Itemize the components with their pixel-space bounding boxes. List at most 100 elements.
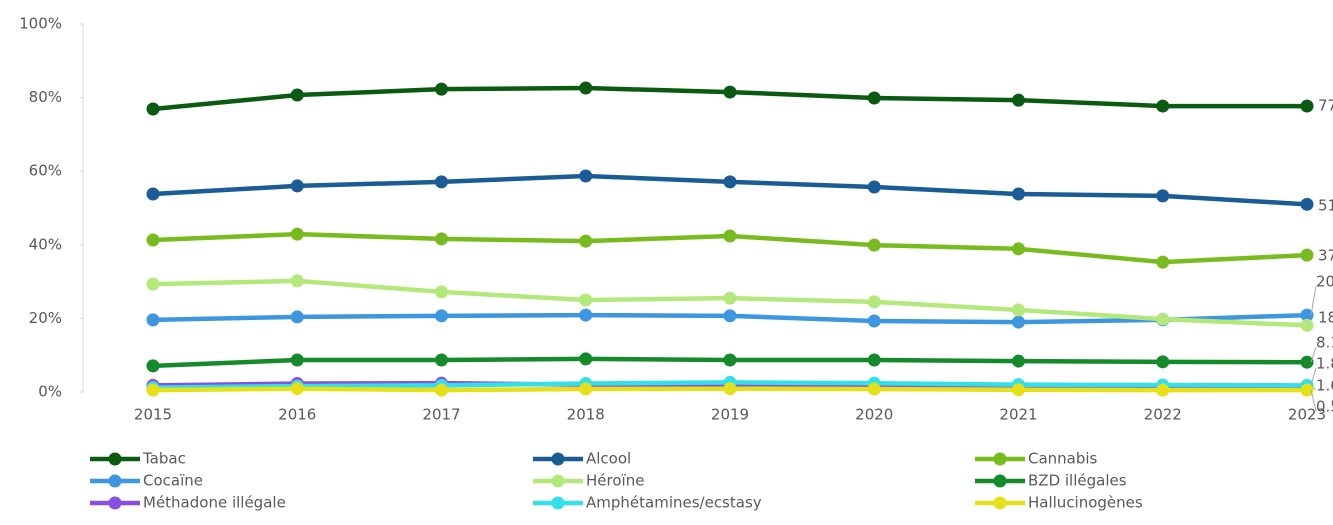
point [723, 382, 737, 396]
point [1300, 197, 1314, 211]
point [1012, 354, 1025, 368]
point [723, 85, 737, 99]
leader-line [1310, 346, 1317, 363]
legend-label: Amphétamines/ecstasy [586, 494, 762, 512]
value-label: 0.5% [1316, 398, 1333, 416]
point [1156, 99, 1170, 113]
point [1300, 318, 1314, 332]
value-label: 1.6% [1316, 377, 1333, 395]
legend-label: Héroïne [586, 472, 644, 490]
point [579, 308, 593, 322]
x-tick-label: 2019 [711, 406, 749, 424]
value-label: 51.0% [1318, 197, 1333, 215]
point [290, 274, 304, 288]
point [435, 232, 448, 246]
point [146, 102, 160, 116]
point [290, 382, 304, 396]
legend-label: Cocaïne [143, 472, 203, 490]
point [1156, 355, 1170, 369]
point [146, 383, 160, 397]
point [1156, 312, 1170, 326]
point [1012, 242, 1025, 256]
point [290, 353, 304, 367]
point [867, 295, 881, 309]
point [146, 277, 160, 291]
point [146, 313, 160, 327]
legend-dot [993, 474, 1007, 488]
point [579, 169, 593, 183]
legend-label: Hallucinogènes [1028, 494, 1143, 512]
point [1300, 355, 1314, 369]
point [1012, 187, 1025, 201]
legend-dot [551, 496, 565, 510]
legend-dot [108, 474, 122, 488]
point [1300, 383, 1314, 397]
x-tick-label: 2016 [278, 406, 316, 424]
point [1012, 303, 1025, 317]
value-label: 8.1% [1316, 334, 1333, 352]
point [290, 88, 304, 102]
point [1156, 383, 1170, 397]
legend-dot [108, 452, 122, 466]
point [579, 81, 593, 95]
x-tick-label: 2023 [1288, 406, 1326, 424]
value-label: 18.1% [1318, 309, 1333, 327]
value-label: 20.9% [1316, 273, 1333, 291]
value-label: 77.7% [1318, 97, 1333, 115]
x-tick-label: 2021 [999, 406, 1037, 424]
y-tick-label: 20% [29, 309, 62, 327]
point [1012, 315, 1025, 329]
point [867, 180, 881, 194]
point [1300, 308, 1314, 322]
legend-dot [108, 496, 122, 510]
point [435, 82, 448, 96]
legend-label: Méthadone illégale [143, 494, 286, 512]
legend-dot [551, 452, 565, 466]
point [146, 359, 160, 373]
point [867, 382, 881, 396]
x-tick-label: 2020 [855, 406, 893, 424]
x-tick-label: 2022 [1144, 406, 1182, 424]
point [723, 229, 737, 243]
point [723, 309, 737, 323]
legend-label: Tabac [142, 450, 186, 468]
legend-label: Cannabis [1028, 450, 1098, 468]
point [867, 91, 881, 105]
point [290, 179, 304, 193]
point [1012, 93, 1025, 107]
point [723, 291, 737, 305]
point [290, 227, 304, 241]
point [867, 238, 881, 252]
x-tick-label: 2015 [134, 406, 172, 424]
point [579, 382, 593, 396]
leader-line [1310, 367, 1317, 386]
point [435, 175, 448, 189]
point [435, 285, 448, 299]
point [723, 353, 737, 367]
point [867, 314, 881, 328]
point [146, 233, 160, 247]
point [1156, 189, 1170, 203]
y-tick-label: 60% [29, 162, 62, 180]
legend-label: BZD illégales [1028, 472, 1127, 490]
point [579, 352, 593, 366]
point [579, 293, 593, 307]
value-label: 37.2% [1318, 247, 1333, 265]
point [1300, 248, 1314, 262]
point [435, 353, 448, 367]
point [290, 310, 304, 324]
legend-dot [993, 496, 1007, 510]
y-tick-label: 100% [19, 15, 62, 33]
point [435, 383, 448, 397]
point [867, 353, 881, 367]
legend-dot [551, 474, 565, 488]
legend-label: Alcool [586, 450, 631, 468]
point [579, 234, 593, 248]
point [723, 175, 737, 189]
point [1300, 99, 1314, 113]
y-tick-label: 0% [38, 383, 62, 401]
leader-line [1310, 390, 1317, 412]
y-tick-label: 40% [29, 235, 62, 253]
